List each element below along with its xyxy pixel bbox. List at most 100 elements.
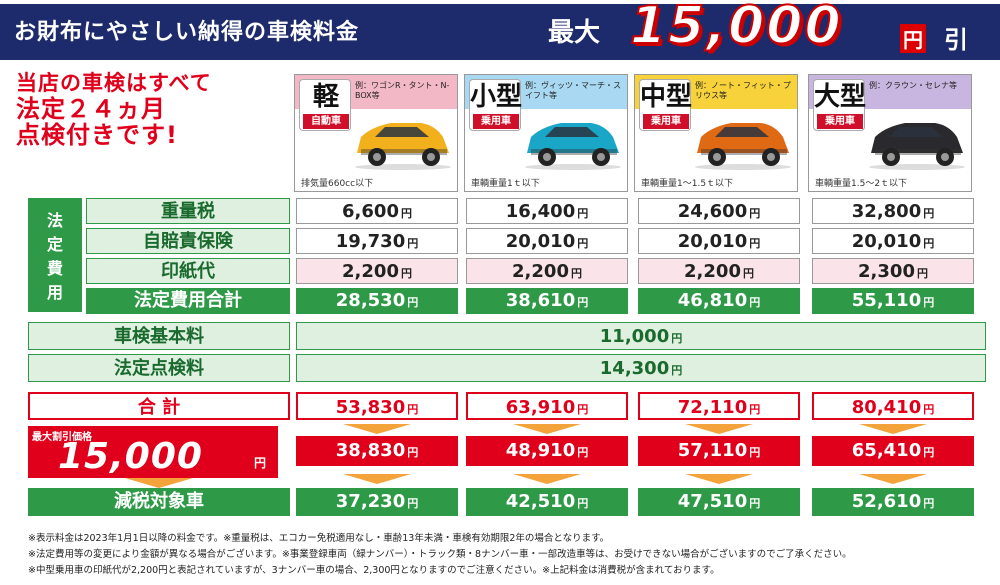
fee-cell: 20,010 円 — [466, 228, 628, 254]
basic-fee-value-value: 11,000 — [599, 326, 670, 347]
discount-amount: 15,000 — [58, 436, 203, 477]
note-3: ※中型乗用車の印紙代が2,200円と表記されていますが、3ナンバー車の場合、2,… — [28, 565, 720, 576]
discount-cell-value: 65,410 — [851, 440, 922, 461]
car-class-box: 大型 乗用車 例：クラウン・セレナ等 車輌重量1.5～2ｔ以下 — [808, 74, 972, 192]
tax-reduction-cell: 37,230 円 — [296, 488, 458, 516]
tax-reduction-cell-value: 42,510 — [505, 491, 576, 512]
car-illustration — [869, 123, 965, 170]
yen-unit: 円 — [923, 207, 935, 220]
car-class-box: 中型 乗用車 例：ノート・フィット・プリウス等 車輌重量1～1.5ｔ以下 — [634, 74, 798, 192]
yen-unit: 円 — [923, 403, 935, 416]
fee-cell-value: 20,010 — [851, 231, 922, 252]
yen-unit: 円 — [400, 207, 412, 220]
fee-cell: 2,200 円 — [466, 258, 628, 284]
discount-cell-value: 48,910 — [505, 440, 576, 461]
car-example: 例：ヴィッツ・マーチ・スイフト等 — [525, 81, 621, 101]
fee-cell: 46,810 円 — [638, 288, 800, 314]
tax-reduction-label: 減税対象車 — [28, 488, 290, 516]
yen-unit: 円 — [749, 296, 761, 309]
down-arrow-icon — [343, 474, 411, 484]
total-cell-value: 53,830 — [335, 397, 406, 418]
yen-unit: 円 — [407, 296, 419, 309]
banner-hiki: 引 — [944, 26, 968, 54]
down-arrow-icon — [513, 474, 581, 484]
yen-unit: 円 — [407, 237, 419, 250]
fee-cell-value: 55,110 — [851, 290, 922, 311]
car-class-box: 小型 乗用車 例：ヴィッツ・マーチ・スイフト等 車輌重量1ｔ以下 — [464, 74, 628, 192]
fee-cell: 32,800 円 — [812, 198, 974, 224]
header-banner: お財布にやさしい納得の車検料金 最大 15,000 円 引 — [0, 0, 1000, 62]
fee-cell: 2,200 円 — [296, 258, 458, 284]
tax-reduction-cell-value: 47,510 — [677, 491, 748, 512]
catch-line-1: 当店の車検はすべて — [16, 71, 212, 95]
yen-unit: 円 — [407, 446, 419, 459]
inspect-fee-value-value: 14,300 — [599, 358, 670, 379]
basic-fee-label: 車検基本料 — [28, 322, 290, 350]
total-cell: 63,910 円 — [466, 392, 628, 420]
car-class-sub: 自動車 — [303, 114, 349, 129]
note-2: ※法定費用等の変更により金額が異なる場合がございます。※事業登録車両（緑ナンバー… — [28, 549, 852, 560]
row-label: 法定費用合計 — [86, 288, 290, 314]
tax-reduction-cell: 47,510 円 — [638, 488, 800, 516]
car-example: 例：ノート・フィット・プリウス等 — [695, 81, 791, 101]
row-label-value: 法定費用合計 — [134, 290, 242, 311]
discount-cell-value: 57,110 — [677, 440, 748, 461]
down-arrow-icon — [343, 424, 411, 434]
fee-cell: 6,600 円 — [296, 198, 458, 224]
fee-cell-value: 32,800 — [851, 201, 922, 222]
car-class-sub: 乗用車 — [817, 114, 863, 129]
car-class-badge: 軽 自動車 — [299, 79, 351, 131]
legal-fee-char: 費 — [46, 259, 63, 278]
fee-cell: 55,110 円 — [812, 288, 974, 314]
catch-copy: 当店の車検はすべて 法定２４ヵ月 点検付きです! — [16, 71, 212, 149]
car-class-kanji: 大型 — [814, 82, 867, 112]
yen-unit: 円 — [923, 296, 935, 309]
catch-line-2: 法定２４ヵ月 — [16, 94, 166, 123]
yen-unit: 円 — [671, 364, 683, 377]
inspect-fee-label-value: 法定点検料 — [114, 358, 204, 379]
yen-unit: 円 — [570, 267, 582, 280]
fee-cell-value: 20,010 — [505, 231, 576, 252]
down-arrow-icon — [513, 424, 581, 434]
total-cell: 72,110 円 — [638, 392, 800, 420]
fee-cell-value: 2,200 — [512, 261, 569, 282]
tax-reduction-cell: 52,610 円 — [812, 488, 974, 516]
fee-cell-value: 6,600 — [342, 201, 399, 222]
yen-unit: 円 — [923, 446, 935, 459]
tax-reduction-cell-value: 37,230 — [335, 491, 406, 512]
fee-cell: 2,300 円 — [812, 258, 974, 284]
discount-caption: 最大割引価格 — [32, 432, 92, 443]
fee-cell-value: 28,530 — [335, 290, 406, 311]
discount-cell: 48,910 円 — [466, 436, 628, 466]
yen-unit: 円 — [577, 446, 589, 459]
yen-unit: 円 — [577, 237, 589, 250]
car-class-badge: 小型 乗用車 — [469, 79, 522, 131]
total-cell-value: 80,410 — [851, 397, 922, 418]
car-illustration — [695, 123, 791, 170]
car-example: 例：クラウン・セレナ等 — [869, 81, 957, 90]
car-class-kanji: 中型 — [640, 82, 693, 112]
car-illustration — [525, 123, 621, 170]
fee-cell-value: 46,810 — [677, 290, 748, 311]
car-class-badge: 中型 乗用車 — [639, 79, 693, 131]
row-label: 自賠責保険 — [86, 228, 290, 254]
basic-fee-label-value: 車検基本料 — [114, 326, 204, 347]
legal-fee-char: 用 — [46, 283, 63, 302]
yen-unit: 円 — [749, 237, 761, 250]
total-cell: 53,830 円 — [296, 392, 458, 420]
row-label-value: 自賠責保険 — [143, 231, 233, 252]
banner-background — [0, 4, 1000, 60]
fee-cell-value: 16,400 — [505, 201, 576, 222]
banner-yen: 円 — [900, 24, 926, 53]
discount-cell: 65,410 円 — [812, 436, 974, 466]
total-label: 合 計 — [28, 392, 290, 420]
yen-unit: 円 — [749, 446, 761, 459]
row-label: 印紙代 — [86, 258, 290, 284]
car-spec: 車輌重量1.5～2ｔ以下 — [815, 179, 908, 189]
total-cell-value: 63,910 — [505, 397, 576, 418]
fee-cell-value: 2,300 — [858, 261, 915, 282]
yen-unit: 円 — [749, 403, 761, 416]
note-1: ※表示料金は2023年1月1日以降の料金です。※重量税は、エコカー免税適用なし・… — [28, 533, 610, 544]
discount-cell: 57,110 円 — [638, 436, 800, 466]
down-arrow-icon — [125, 478, 193, 488]
